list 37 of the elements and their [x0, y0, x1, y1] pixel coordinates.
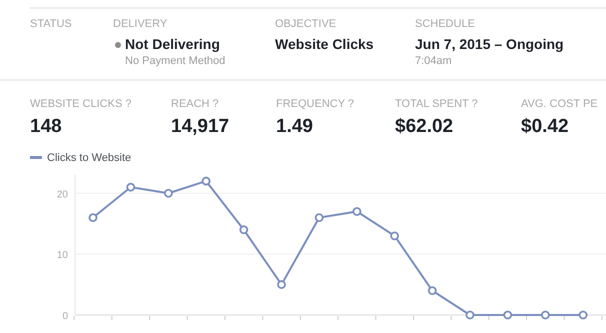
point — [503, 310, 512, 320]
point — [88, 213, 98, 222]
point — [277, 280, 286, 289]
y-tick-label: 20 — [56, 189, 68, 200]
point — [541, 310, 550, 320]
text: TOTAL SPENT ? — [395, 98, 478, 110]
legend-label: Clicks to Website — [47, 152, 132, 164]
text: 148 — [30, 116, 62, 137]
text: $0.42 — [521, 116, 569, 137]
text: WEBSITE CLICKS ? — [30, 98, 132, 110]
text: $62.02 — [395, 116, 454, 137]
point — [428, 286, 437, 296]
text: 14,917 — [171, 116, 230, 137]
text: No Payment Method — [125, 55, 226, 67]
point — [314, 213, 324, 222]
text: 7:04am — [415, 55, 452, 67]
y-tick-label: 0 — [62, 311, 68, 322]
y-tick-label: 10 — [56, 250, 68, 262]
text: REACH ? — [171, 98, 219, 110]
text: AVG. COST PE — [521, 98, 598, 110]
point — [466, 310, 474, 320]
point — [202, 176, 210, 186]
text: SCHEDULE — [415, 18, 475, 30]
point — [164, 188, 173, 198]
point — [239, 225, 248, 234]
text: Jun 7, 2015 – Ongoing — [415, 36, 564, 52]
text: STATUS — [30, 18, 72, 30]
point — [578, 310, 588, 320]
text: FREQUENCY ? — [276, 98, 354, 110]
text: DELIVERY — [113, 18, 168, 30]
text: OBJECTIVE — [275, 18, 336, 30]
text: 1.49 — [276, 116, 313, 137]
point — [352, 207, 362, 216]
text: Website Clicks — [275, 36, 374, 52]
text: Not Delivering — [125, 36, 220, 52]
point — [390, 231, 399, 240]
point — [126, 182, 136, 192]
